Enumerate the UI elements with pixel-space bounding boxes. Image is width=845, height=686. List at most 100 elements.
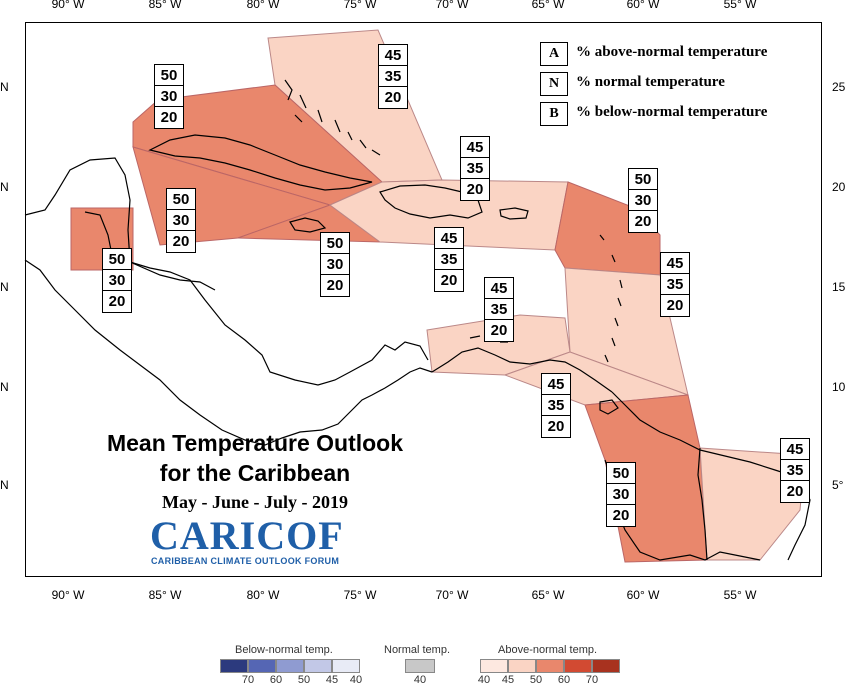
prob-box-belize: 50 30 20 [102,248,132,313]
coastlines [24,79,811,561]
prob-box-french-guiana: 45 35 20 [780,438,810,503]
colorbar-label: 45 [501,674,515,686]
prob-box-leeward: 50 30 20 [628,168,658,233]
prob-below: 20 [547,418,565,435]
prob-above: 45 [379,45,407,66]
prob-below: 20 [634,213,652,230]
prob-normal: 35 [781,460,809,481]
prob-below: 20 [786,483,804,500]
lat-tick-right: 15 [832,280,845,294]
prob-above: 45 [542,374,570,395]
prob-below: 20 [384,89,402,106]
colorbar-swatch-below [248,659,276,673]
lon-tick-top: 55° W [723,0,757,11]
prob-below: 20 [326,277,344,294]
lon-tick-bottom: 90° W [51,588,85,602]
lat-tick-left: N [0,380,9,394]
prob-above: 50 [321,233,349,254]
prob-above: 45 [461,137,489,158]
colorbar-below-title: Below-normal temp. [235,644,333,656]
colorbar-swatch-below [332,659,360,673]
prob-above: 45 [435,228,463,249]
prob-box-jamaica: 50 30 20 [320,232,350,297]
legend-key-letter: A [540,42,568,66]
prob-normal: 30 [167,210,195,231]
prob-below: 20 [612,507,630,524]
lon-tick-top: 70° W [435,0,469,11]
prob-below: 20 [440,272,458,289]
lat-tick-right: 10 [832,380,845,394]
lat-tick-right: 25 [832,80,845,94]
colorbar-swatch-below [304,659,332,673]
prob-normal: 35 [661,274,689,295]
prob-box-guyana-suriname: 50 30 20 [606,462,636,527]
lon-tick-top: 60° W [626,0,660,11]
colorbar-above-title: Above-normal temp. [498,644,598,656]
legend-key-desc: % above-normal temperature [576,44,768,60]
prob-below: 20 [490,322,508,339]
prob-normal: 30 [103,270,131,291]
prob-above: 45 [781,439,809,460]
colorbar-label: 60 [557,674,571,686]
prob-below: 20 [466,181,484,198]
map-title-line1: Mean Temperature Outlook [106,430,404,456]
prob-normal: 35 [485,299,513,320]
prob-below: 20 [108,293,126,310]
prob-above: 50 [607,463,635,484]
lon-tick-top: 80° W [246,0,280,11]
caricof-logo: CARICOF [150,513,344,558]
colorbar-swatch-normal [405,659,435,673]
colorbar-swatch-below [276,659,304,673]
prob-box-cuba: 50 30 20 [154,64,184,129]
legend-key-letter: B [540,102,568,126]
lat-tick-left: N [0,478,9,492]
map-title-line2: for the Caribbean [159,460,351,486]
colorbar-swatch-above [564,659,592,673]
prob-below: 20 [160,109,178,126]
prob-above: 45 [661,253,689,274]
prob-normal: 35 [542,395,570,416]
prob-above: 50 [629,169,657,190]
colorbar-normal-title: Normal temp. [384,644,451,656]
prob-above: 50 [103,249,131,270]
prob-box-windward: 45 35 20 [660,252,690,317]
prob-normal: 35 [461,158,489,179]
lat-tick-left: N [0,180,9,194]
prob-normal: 30 [607,484,635,505]
lon-tick-bottom: 60° W [626,588,660,602]
legend-key-letter: N [540,72,568,96]
colorbar-label: 40 [477,674,491,686]
lat-tick-left: N [0,280,9,294]
prob-normal: 35 [379,66,407,87]
lon-tick-bottom: 80° W [246,588,280,602]
prob-below: 20 [666,297,684,314]
prob-box-bahamas: 45 35 20 [378,44,408,109]
colorbar-label: 40 [349,674,363,686]
lon-tick-top: 90° W [51,0,85,11]
lat-tick-right: 5° [832,478,844,492]
zone-guyana-suriname [584,394,708,563]
colorbar-swatch-above [536,659,564,673]
colorbar-label: 45 [325,674,339,686]
colorbar-swatch-below [220,659,248,673]
prob-above: 50 [155,65,183,86]
prob-below: 20 [172,233,190,250]
prob-box-hispaniola: 45 35 20 [460,136,490,201]
prob-normal: 35 [435,249,463,270]
season-label: May - June - July - 2019 [162,492,348,512]
colorbar-label: 50 [529,674,543,686]
caricof-logo-subtitle: CARIBBEAN CLIMATE OUTLOOK FORUM [151,556,340,566]
colorbar-label: 70 [585,674,599,686]
colorbar-swatch-above [592,659,620,673]
lon-tick-bottom: 70° W [435,588,469,602]
prob-box-puertorico-south: 45 35 20 [434,227,464,292]
prob-normal: 30 [629,190,657,211]
lat-tick-left: N [0,80,9,94]
colorbar-swatch-above [508,659,536,673]
prob-above: 50 [167,189,195,210]
lat-tick-right: 20 [832,180,845,194]
lon-tick-bottom: 75° W [343,588,377,602]
prob-box-trinidad: 45 35 20 [541,373,571,438]
colorbar-label: 60 [269,674,283,686]
